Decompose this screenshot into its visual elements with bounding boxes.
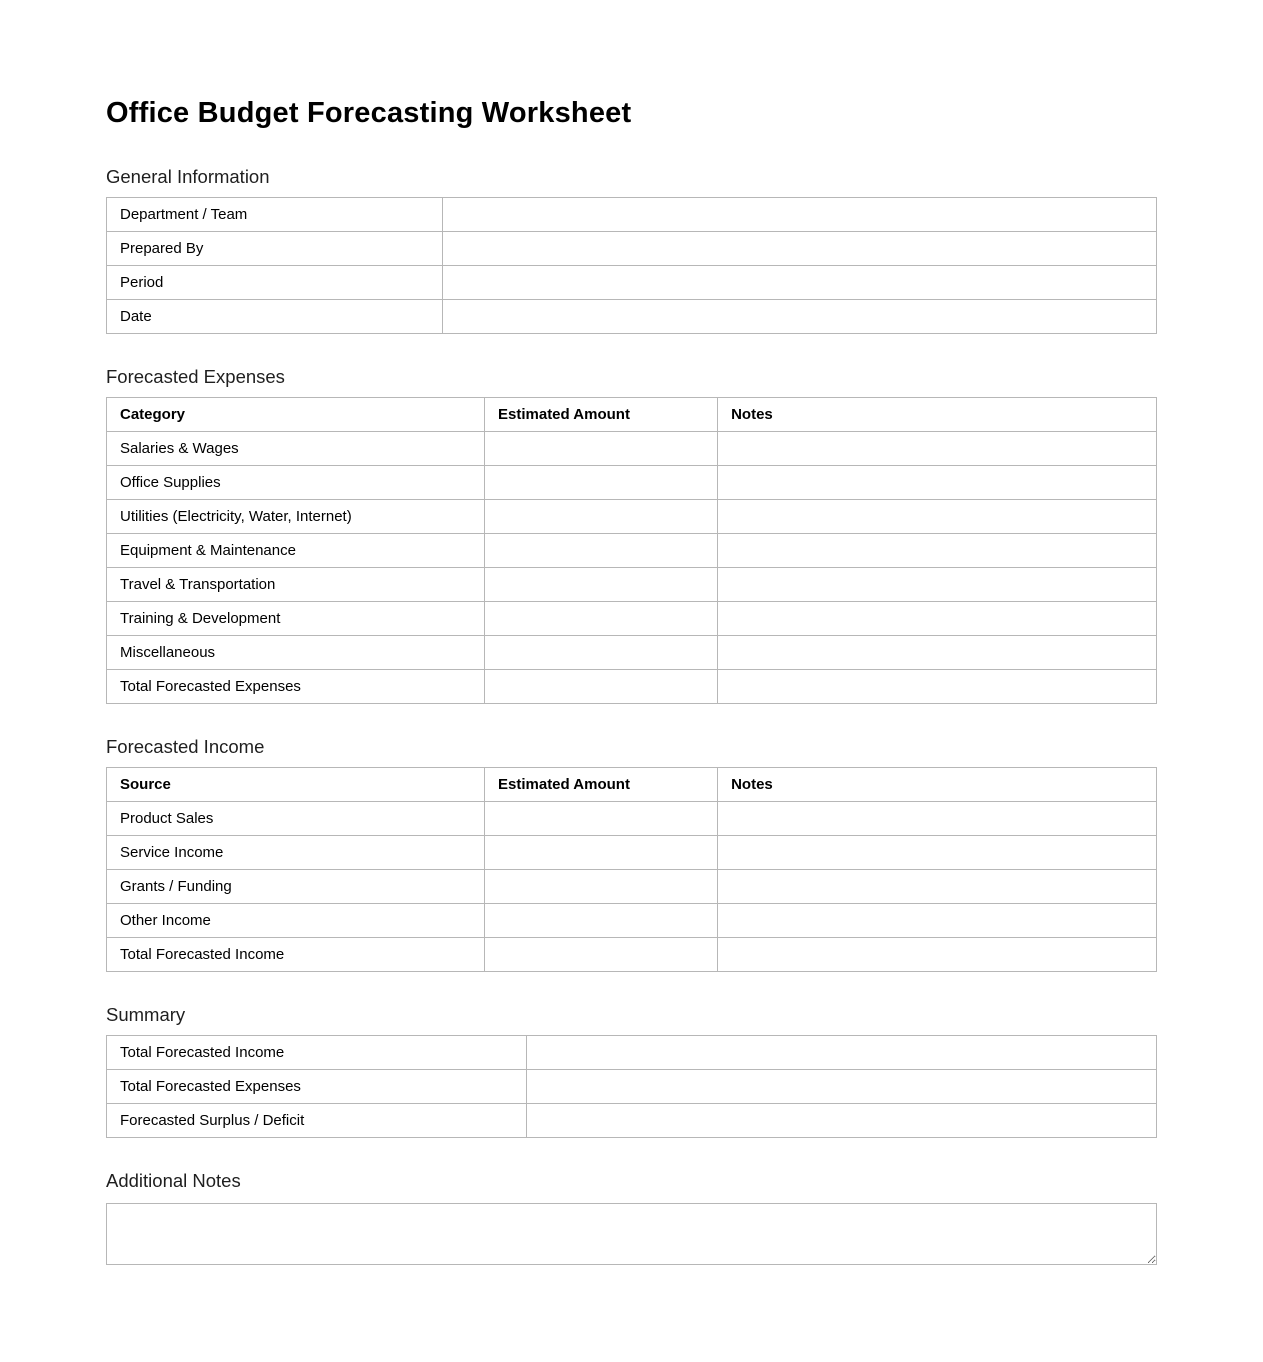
date-field[interactable] (442, 299, 1157, 334)
row-label: Office Supplies (106, 465, 485, 500)
amount-cell[interactable] (483, 567, 719, 602)
notes-cell[interactable] (717, 567, 1157, 602)
page-title: Office Budget Forecasting Worksheet (106, 97, 632, 129)
table-row: Total Forecasted Expenses (106, 1069, 1157, 1104)
row-label-total-income: Total Forecasted Income (106, 937, 485, 972)
amount-cell[interactable] (483, 635, 719, 670)
table-row: Prepared By (106, 231, 1157, 266)
summary-table: Total Forecasted Income Total Forecasted… (106, 1035, 1157, 1138)
amount-cell[interactable] (483, 499, 719, 534)
notes-cell[interactable] (717, 801, 1157, 836)
amount-cell[interactable] (483, 431, 719, 466)
additional-notes-input[interactable] (106, 1203, 1157, 1265)
notes-cell[interactable] (717, 669, 1157, 704)
department-team-field[interactable] (442, 197, 1157, 232)
notes-cell[interactable] (717, 635, 1157, 670)
general-information-table: Department / Team Prepared By Period Dat… (106, 197, 1157, 334)
amount-cell[interactable] (483, 601, 719, 636)
column-header-notes: Notes (717, 767, 1157, 802)
notes-cell[interactable] (717, 869, 1157, 904)
table-row: Salaries & Wages (106, 431, 1157, 466)
forecasted-expenses-table: Category Estimated Amount Notes Salaries… (106, 397, 1157, 704)
column-header-notes: Notes (717, 397, 1157, 432)
column-header-estimated-amount: Estimated Amount (483, 767, 719, 802)
table-row: Miscellaneous (106, 635, 1157, 670)
table-row: Date (106, 299, 1157, 334)
row-label-total-expenses: Total Forecasted Expenses (106, 669, 485, 704)
column-header-source: Source (106, 767, 485, 802)
row-label: Utilities (Electricity, Water, Internet) (106, 499, 485, 534)
amount-cell[interactable] (483, 903, 719, 938)
amount-cell[interactable] (483, 533, 719, 568)
row-label: Service Income (106, 835, 485, 870)
table-row: Travel & Transportation (106, 567, 1157, 602)
amount-cell[interactable] (483, 465, 719, 500)
row-label: Equipment & Maintenance (106, 533, 485, 568)
column-header-category: Category (106, 397, 485, 432)
table-row-total: Total Forecasted Expenses (106, 669, 1157, 704)
row-label: Salaries & Wages (106, 431, 485, 466)
notes-cell[interactable] (717, 835, 1157, 870)
table-row: Product Sales (106, 801, 1157, 836)
table-header-row: Source Estimated Amount Notes (106, 767, 1157, 802)
table-row: Period (106, 265, 1157, 300)
summary-expenses-value[interactable] (526, 1069, 1157, 1104)
prepared-by-field[interactable] (442, 231, 1157, 266)
section-heading-additional-notes: Additional Notes (106, 1170, 241, 1191)
notes-cell[interactable] (717, 903, 1157, 938)
table-row: Utilities (Electricity, Water, Internet) (106, 499, 1157, 534)
amount-cell[interactable] (483, 835, 719, 870)
column-header-estimated-amount: Estimated Amount (483, 397, 719, 432)
amount-cell[interactable] (483, 669, 719, 704)
table-header-row: Category Estimated Amount Notes (106, 397, 1157, 432)
row-label: Prepared By (106, 231, 443, 266)
amount-cell[interactable] (483, 937, 719, 972)
table-row: Department / Team (106, 197, 1157, 232)
table-row: Office Supplies (106, 465, 1157, 500)
row-label: Department / Team (106, 197, 443, 232)
section-heading-general-information: General Information (106, 166, 270, 187)
section-heading-forecasted-expenses: Forecasted Expenses (106, 366, 285, 387)
table-row: Other Income (106, 903, 1157, 938)
worksheet-page: Office Budget Forecasting Worksheet Gene… (106, 97, 1157, 1265)
summary-surplus-deficit-value[interactable] (526, 1103, 1157, 1138)
notes-cell[interactable] (717, 499, 1157, 534)
row-label: Training & Development (106, 601, 485, 636)
row-label: Period (106, 265, 443, 300)
amount-cell[interactable] (483, 801, 719, 836)
period-field[interactable] (442, 265, 1157, 300)
row-label: Grants / Funding (106, 869, 485, 904)
notes-cell[interactable] (717, 533, 1157, 568)
notes-cell[interactable] (717, 465, 1157, 500)
row-label: Date (106, 299, 443, 334)
forecasted-income-table: Source Estimated Amount Notes Product Sa… (106, 767, 1157, 972)
notes-cell[interactable] (717, 937, 1157, 972)
row-label: Forecasted Surplus / Deficit (106, 1103, 527, 1138)
amount-cell[interactable] (483, 869, 719, 904)
section-heading-forecasted-income: Forecasted Income (106, 736, 265, 757)
row-label: Miscellaneous (106, 635, 485, 670)
row-label: Other Income (106, 903, 485, 938)
notes-cell[interactable] (717, 601, 1157, 636)
row-label: Travel & Transportation (106, 567, 485, 602)
table-row: Grants / Funding (106, 869, 1157, 904)
table-row: Equipment & Maintenance (106, 533, 1157, 568)
row-label: Total Forecasted Expenses (106, 1069, 527, 1104)
table-row: Total Forecasted Income (106, 1035, 1157, 1070)
table-row: Service Income (106, 835, 1157, 870)
notes-cell[interactable] (717, 431, 1157, 466)
table-row: Forecasted Surplus / Deficit (106, 1103, 1157, 1138)
summary-income-value[interactable] (526, 1035, 1157, 1070)
row-label: Product Sales (106, 801, 485, 836)
section-heading-summary: Summary (106, 1004, 186, 1025)
table-row-total: Total Forecasted Income (106, 937, 1157, 972)
row-label: Total Forecasted Income (106, 1035, 527, 1070)
table-row: Training & Development (106, 601, 1157, 636)
